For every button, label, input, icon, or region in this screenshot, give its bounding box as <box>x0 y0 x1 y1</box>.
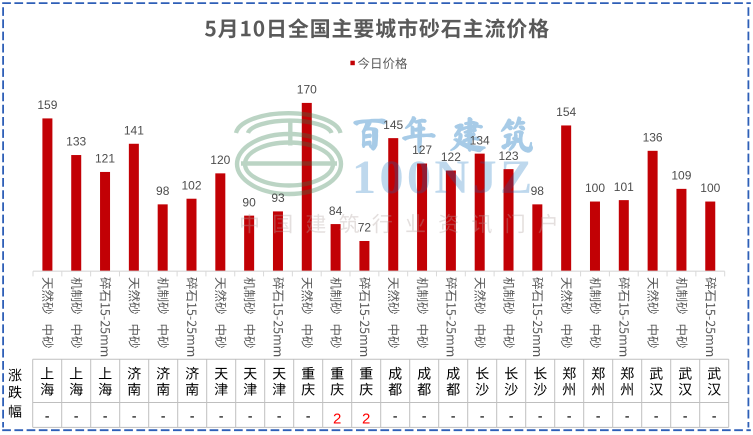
svg-text:121: 121 <box>95 152 115 166</box>
svg-text:-: - <box>509 409 514 425</box>
svg-text:123: 123 <box>498 149 518 163</box>
svg-text:-: - <box>567 409 572 425</box>
svg-text:-: - <box>132 409 137 425</box>
svg-text:145: 145 <box>383 118 403 132</box>
svg-text:-: - <box>393 409 398 425</box>
svg-text:100: 100 <box>700 181 720 195</box>
svg-text:100: 100 <box>585 181 605 195</box>
svg-text:141: 141 <box>124 124 144 138</box>
svg-text:-: - <box>625 409 630 425</box>
svg-text:159: 159 <box>37 98 57 112</box>
svg-text:-: - <box>422 409 427 425</box>
svg-text:84: 84 <box>329 204 343 218</box>
svg-text:154: 154 <box>556 105 576 119</box>
svg-text:90: 90 <box>242 195 256 209</box>
svg-text:-: - <box>712 409 717 425</box>
svg-text:101: 101 <box>614 180 634 194</box>
svg-text:136: 136 <box>643 131 663 145</box>
svg-text:-: - <box>306 409 311 425</box>
svg-text:-: - <box>219 409 224 425</box>
svg-text:100NJZ: 100NJZ <box>352 151 536 204</box>
svg-text:120: 120 <box>210 153 230 167</box>
svg-text:-: - <box>683 409 688 425</box>
svg-text:-: - <box>161 409 166 425</box>
svg-text:-: - <box>596 409 601 425</box>
svg-text:72: 72 <box>358 221 372 235</box>
svg-text:109: 109 <box>671 169 691 183</box>
svg-text:2: 2 <box>362 411 370 428</box>
svg-text:-: - <box>451 409 456 425</box>
svg-text:-: - <box>538 409 543 425</box>
svg-text:-: - <box>190 409 195 425</box>
svg-text:-: - <box>45 409 50 425</box>
svg-text:-: - <box>103 409 108 425</box>
svg-text:-: - <box>277 409 282 425</box>
svg-text:93: 93 <box>271 191 285 205</box>
svg-text:102: 102 <box>181 178 201 192</box>
svg-text:170: 170 <box>297 83 317 97</box>
svg-text:-: - <box>480 409 485 425</box>
svg-text:-: - <box>74 409 79 425</box>
svg-text:134: 134 <box>470 133 490 147</box>
svg-text:-: - <box>654 409 659 425</box>
svg-text:98: 98 <box>156 184 170 198</box>
svg-text:122: 122 <box>441 150 461 164</box>
svg-text:133: 133 <box>66 135 86 149</box>
svg-text:-: - <box>248 409 253 425</box>
svg-text:98: 98 <box>531 184 545 198</box>
svg-text:127: 127 <box>412 143 432 157</box>
svg-text:2: 2 <box>333 411 341 428</box>
